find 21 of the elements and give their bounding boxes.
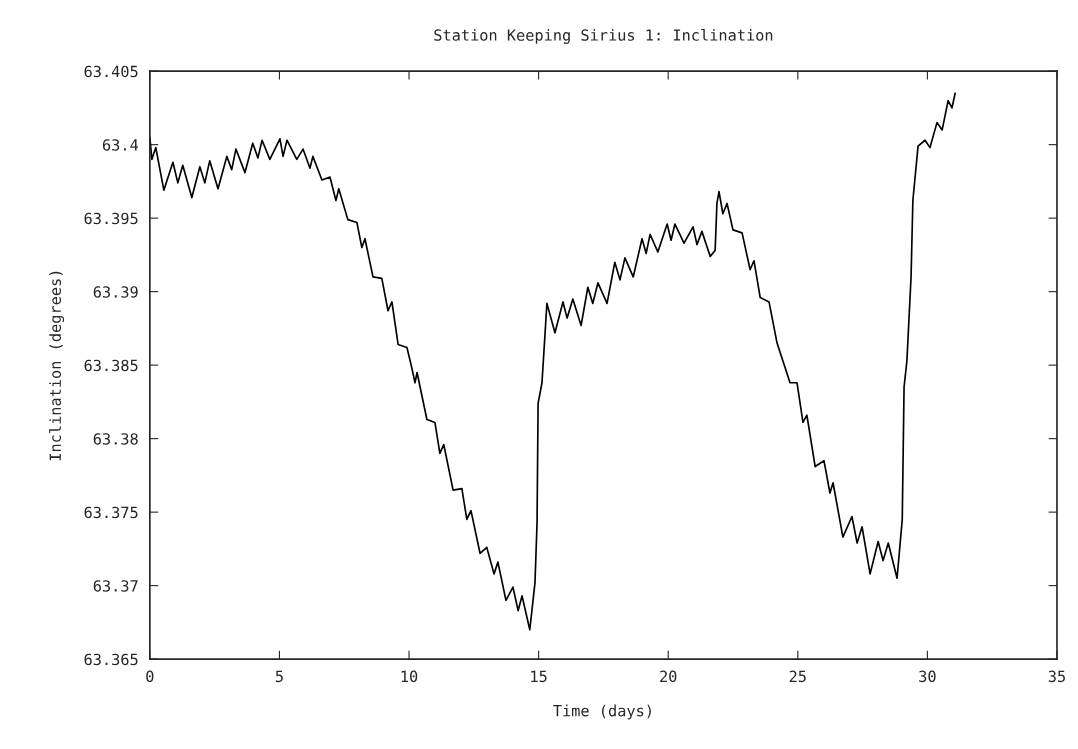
x-tick-label: 20 <box>660 670 677 683</box>
x-tick-label: 10 <box>401 670 418 683</box>
x-tick-label: 35 <box>1048 670 1065 683</box>
y-tick-label: 63.4 <box>102 139 138 151</box>
y-axis-title: Inclination (degrees) <box>49 271 65 461</box>
x-tick-label: 30 <box>919 670 936 683</box>
y-tick-label: 63.39 <box>93 286 138 298</box>
y-tick-label: 63.365 <box>84 653 138 666</box>
y-tick-label: 63.375 <box>84 506 138 519</box>
line-series <box>149 92 956 631</box>
x-tick-label: 0 <box>146 670 154 683</box>
x-axis-title: Time (days) <box>553 704 651 720</box>
y-tick-label: 63.38 <box>93 433 138 445</box>
y-tick-label: 63.37 <box>93 580 138 592</box>
y-tick-label: 63.405 <box>84 65 138 78</box>
x-tick-label: 15 <box>531 670 547 683</box>
chart-title: Station Keeping Sirius 1: Inclination <box>434 28 773 44</box>
x-tick-label: 5 <box>275 670 283 683</box>
y-tick-label: 63.395 <box>84 212 138 225</box>
y-tick-label: 63.385 <box>84 359 138 372</box>
x-tick-label: 25 <box>789 670 806 683</box>
